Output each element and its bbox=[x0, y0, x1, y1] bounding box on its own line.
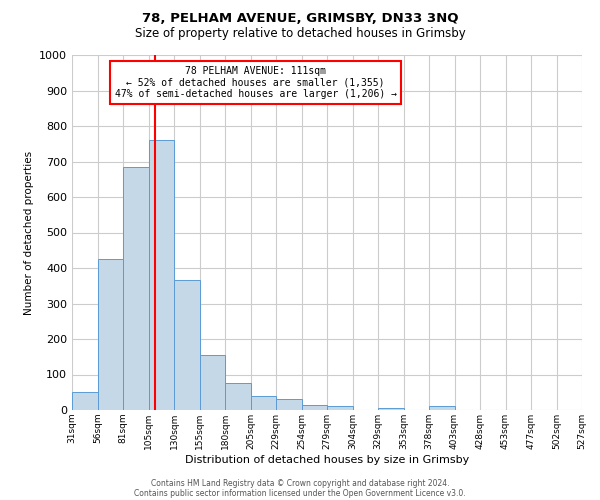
Bar bbox=[97, 259, 123, 410]
Text: Size of property relative to detached houses in Grimsby: Size of property relative to detached ho… bbox=[134, 28, 466, 40]
X-axis label: Distribution of detached houses by size in Grimsby: Distribution of detached houses by size … bbox=[185, 454, 469, 464]
Text: Contains public sector information licensed under the Open Government Licence v3: Contains public sector information licen… bbox=[134, 488, 466, 498]
Bar bbox=[199, 355, 225, 410]
Text: 78, PELHAM AVENUE, GRIMSBY, DN33 3NQ: 78, PELHAM AVENUE, GRIMSBY, DN33 3NQ bbox=[142, 12, 458, 26]
Bar bbox=[174, 280, 199, 410]
Bar bbox=[251, 396, 276, 410]
Bar bbox=[225, 384, 251, 410]
Bar bbox=[327, 406, 353, 410]
Bar bbox=[429, 406, 455, 410]
Bar bbox=[302, 404, 327, 410]
Bar bbox=[72, 392, 97, 410]
Bar bbox=[276, 400, 302, 410]
Bar bbox=[149, 140, 174, 410]
Bar bbox=[378, 408, 404, 410]
Text: 78 PELHAM AVENUE: 111sqm
← 52% of detached houses are smaller (1,355)
47% of sem: 78 PELHAM AVENUE: 111sqm ← 52% of detach… bbox=[115, 66, 397, 99]
Text: Contains HM Land Registry data © Crown copyright and database right 2024.: Contains HM Land Registry data © Crown c… bbox=[151, 478, 449, 488]
Bar bbox=[123, 167, 149, 410]
Y-axis label: Number of detached properties: Number of detached properties bbox=[23, 150, 34, 314]
